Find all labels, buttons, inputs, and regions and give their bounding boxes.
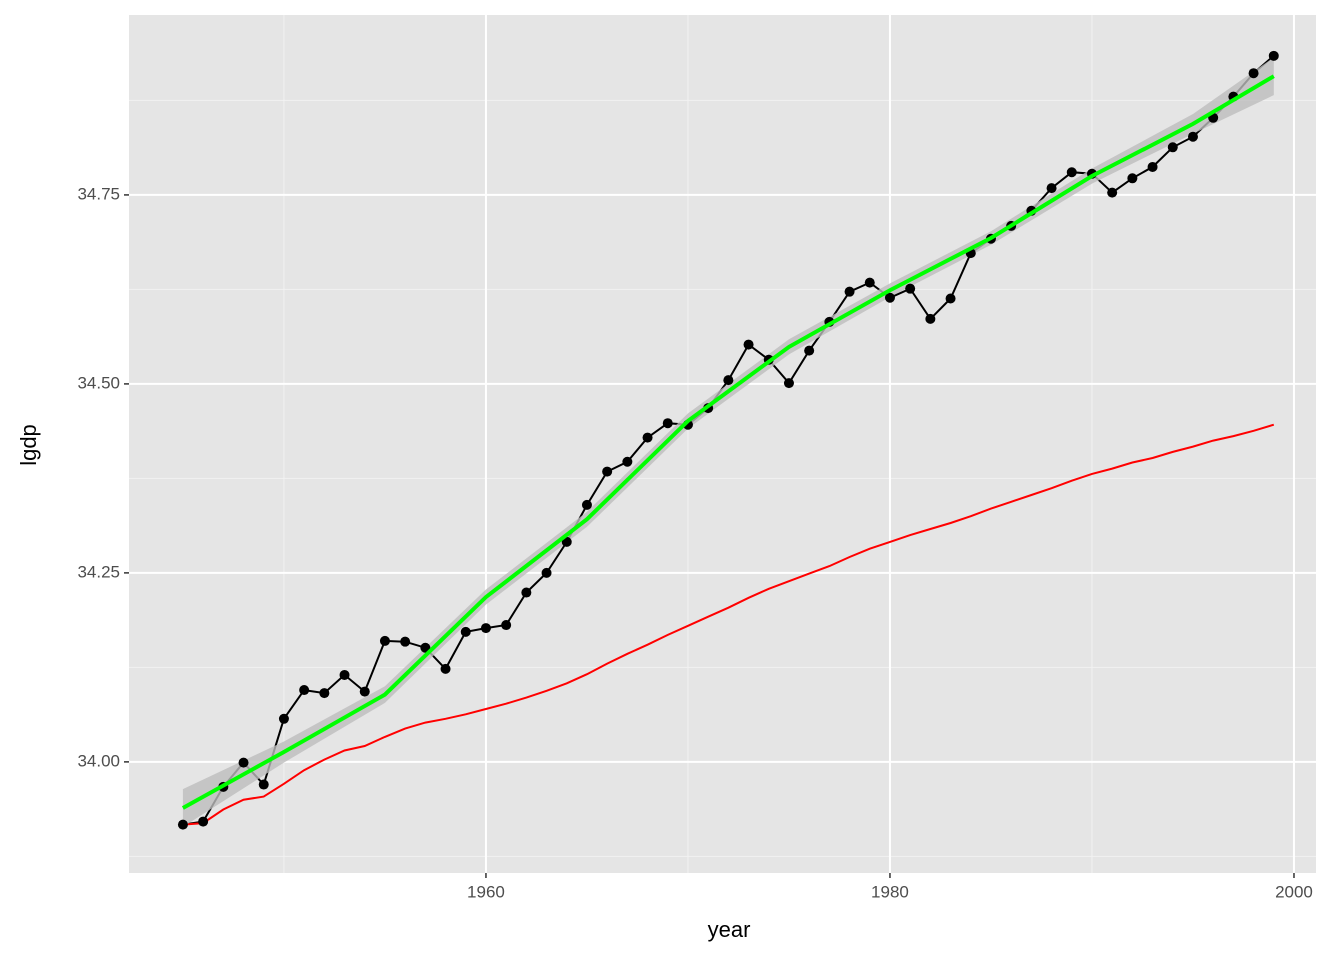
data-point xyxy=(299,685,310,696)
x-tick-label: 2000 xyxy=(1275,882,1313,901)
data-point xyxy=(662,418,673,429)
data-point xyxy=(804,345,815,356)
y-tick-label: 34.00 xyxy=(77,751,120,770)
confidence-band xyxy=(182,57,1274,827)
y-axis-title: lgdp xyxy=(16,424,41,466)
data-point xyxy=(1167,142,1178,153)
data-point xyxy=(884,292,895,303)
data-point xyxy=(945,293,956,304)
data-point xyxy=(420,642,431,653)
data-point xyxy=(278,713,289,724)
data-point xyxy=(521,587,532,598)
data-point xyxy=(723,375,734,386)
data-point xyxy=(602,466,613,477)
data-point xyxy=(541,567,552,578)
data-point xyxy=(642,432,653,443)
data-point xyxy=(1187,131,1198,142)
data-point xyxy=(783,378,794,389)
y-tick-label: 34.25 xyxy=(77,562,120,581)
data-point xyxy=(561,536,572,547)
data-point xyxy=(238,757,249,768)
data-point xyxy=(1107,187,1118,198)
data-point xyxy=(864,277,875,288)
data-point xyxy=(359,686,370,697)
y-tick-label: 34.50 xyxy=(77,373,120,392)
data-point xyxy=(622,456,633,467)
data-point xyxy=(258,779,269,790)
y-tick-label: 34.75 xyxy=(77,184,120,203)
data-point xyxy=(501,620,512,631)
data-point xyxy=(581,499,592,510)
data-point xyxy=(844,286,855,297)
data-point xyxy=(480,623,491,634)
data-point xyxy=(925,313,936,324)
data-point xyxy=(177,819,188,830)
data-point xyxy=(1147,161,1158,172)
data-point xyxy=(379,635,390,646)
data-point xyxy=(400,636,411,647)
data-point xyxy=(198,816,209,827)
smooth-line xyxy=(181,74,1275,810)
data-point xyxy=(1127,173,1138,184)
x-tick-label: 1960 xyxy=(467,882,505,901)
data-point xyxy=(1248,68,1259,79)
series-line xyxy=(182,423,1275,826)
data-point xyxy=(460,626,471,637)
data-point xyxy=(1268,50,1279,61)
data-point xyxy=(319,688,330,699)
data-point xyxy=(1066,167,1077,178)
data-point xyxy=(339,669,350,680)
data-point xyxy=(1046,183,1057,194)
data-point xyxy=(440,663,451,674)
data-point xyxy=(905,283,916,294)
data-point xyxy=(743,339,754,350)
x-axis-title: year xyxy=(708,917,751,942)
x-tick-label: 1980 xyxy=(871,882,909,901)
